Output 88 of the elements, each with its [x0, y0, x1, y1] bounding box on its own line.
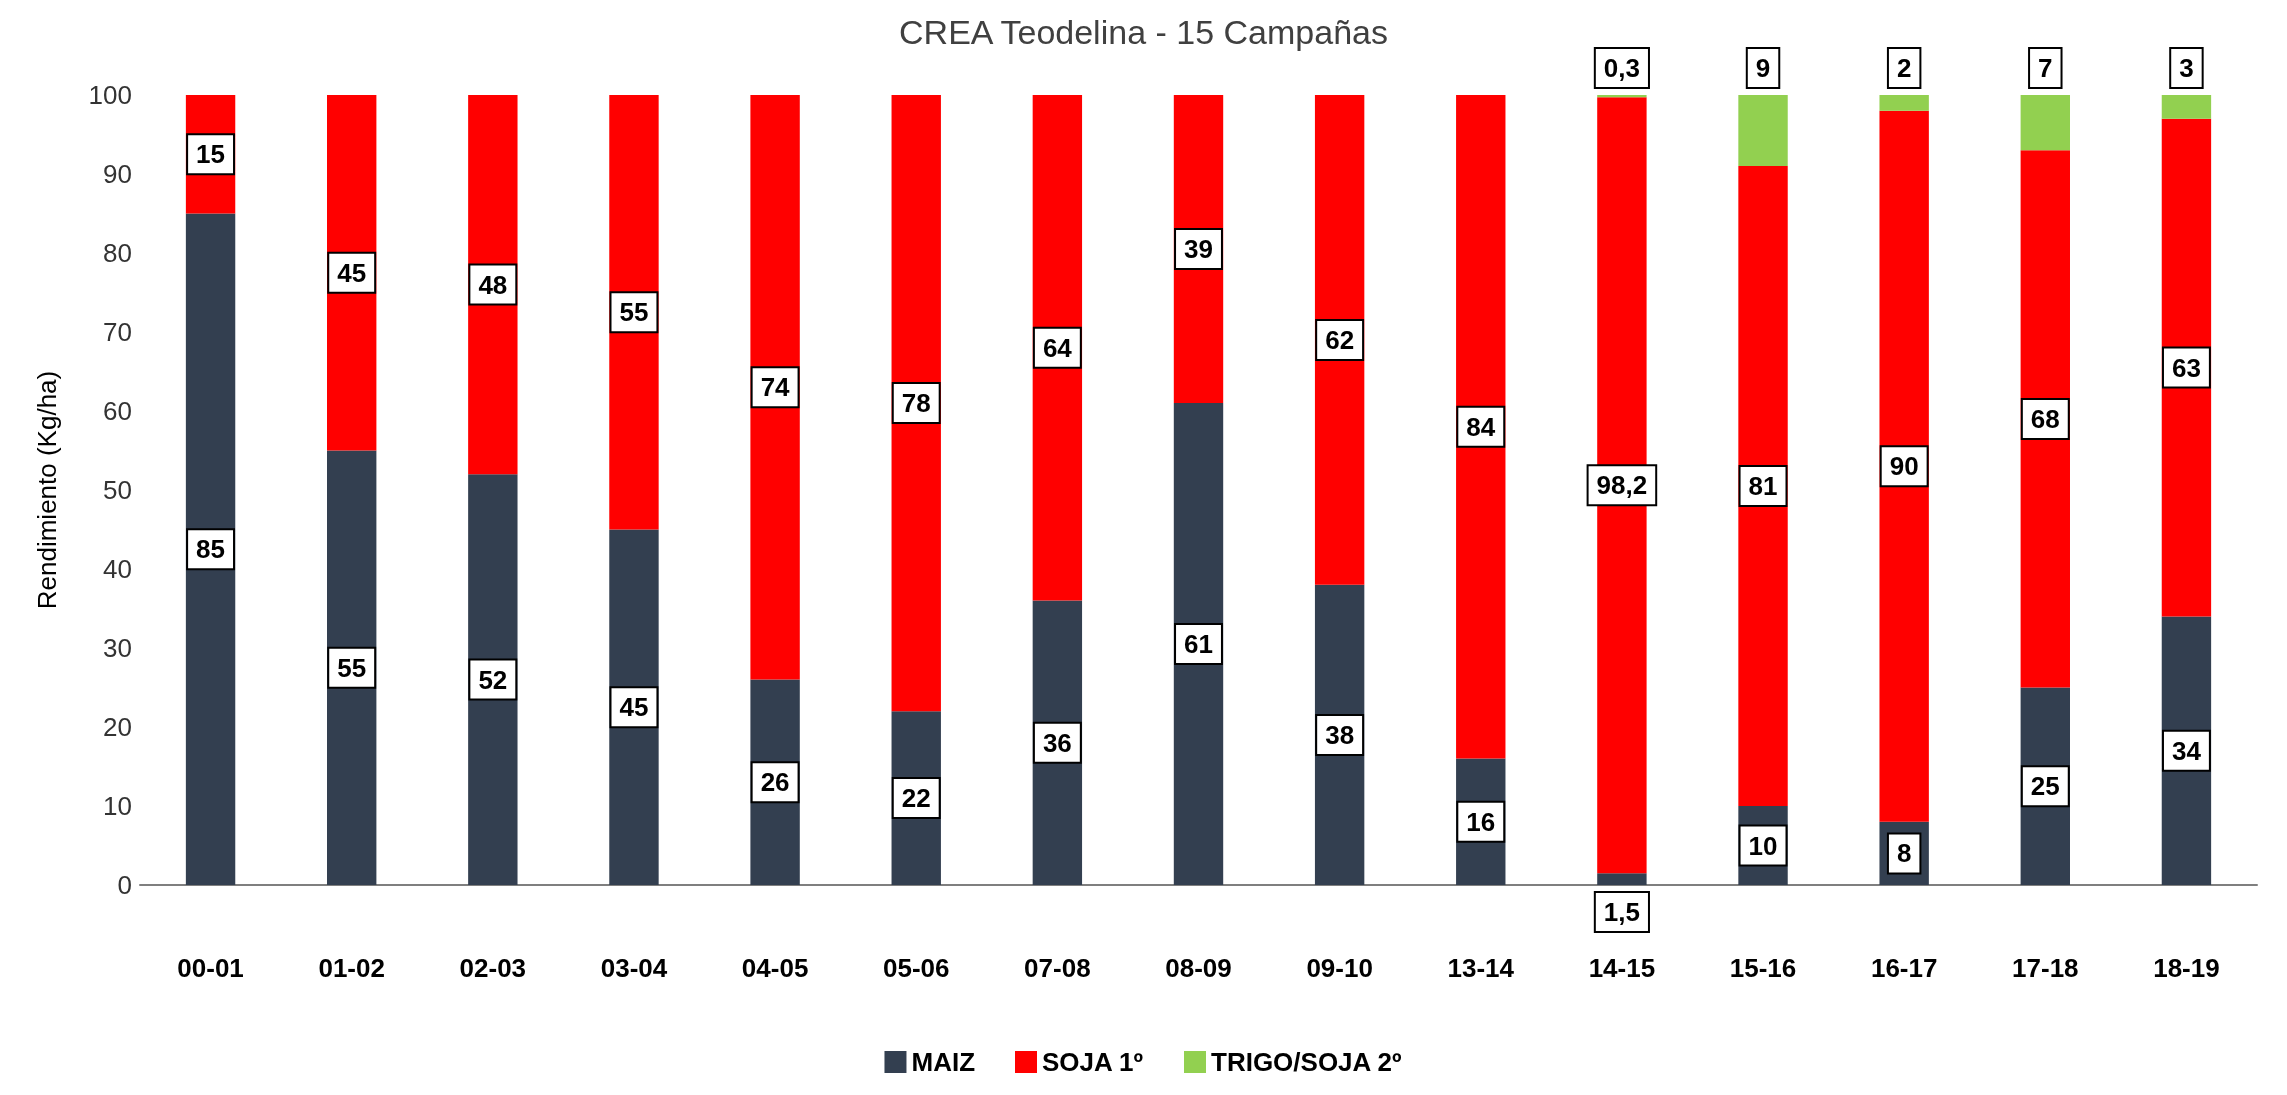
y-tick-label: 10 — [103, 791, 132, 821]
data-label: 16 — [1466, 806, 1496, 837]
data-label: 8 — [1896, 838, 1912, 869]
bar — [327, 95, 377, 451]
data-label: 61 — [1184, 629, 1213, 660]
x-tick-label: 01-02 — [318, 953, 385, 983]
bar — [2020, 150, 2070, 688]
x-tick-label: 17-18 — [2012, 953, 2079, 983]
bar — [2161, 118, 2212, 617]
x-tick-label: 02-03 — [459, 953, 527, 983]
data-label: 78 — [901, 388, 931, 419]
data-label: 81 — [1748, 471, 1778, 502]
data-label: 36 — [1042, 727, 1072, 758]
legend-label: MAIZ — [911, 1047, 976, 1077]
x-tick-label: 14-15 — [1588, 953, 1656, 983]
data-label: 9 — [1755, 53, 1771, 83]
data-label: 68 — [2030, 403, 2060, 434]
data-label: 0,3 — [1603, 53, 1640, 83]
x-tick-label: 15-16 — [1729, 953, 1797, 983]
data-label: 3 — [2179, 53, 2194, 83]
bar — [609, 529, 659, 885]
data-label: 90 — [1889, 451, 1919, 482]
data-label: 22 — [901, 783, 931, 814]
x-tick-label: 04-05 — [741, 953, 809, 983]
data-label: 39 — [1184, 234, 1213, 265]
x-tick-label: 03-04 — [600, 953, 668, 983]
bar — [750, 95, 800, 680]
bar — [1879, 110, 1929, 822]
data-label: 85 — [196, 534, 226, 565]
y-tick-label: 70 — [103, 317, 132, 347]
y-tick-label: 40 — [103, 554, 132, 584]
bar — [468, 95, 518, 475]
data-label: 52 — [478, 664, 508, 695]
data-label: 2 — [1896, 53, 1912, 83]
y-tick-label: 60 — [103, 396, 132, 426]
data-label: 45 — [619, 692, 649, 723]
bar — [2161, 95, 2212, 119]
data-label: 62 — [1325, 324, 1355, 355]
bar — [327, 450, 377, 885]
bar — [1738, 95, 1788, 167]
y-tick-label: 20 — [103, 712, 132, 742]
bar — [1032, 95, 1083, 601]
bar — [1173, 403, 1224, 885]
legend-label: SOJA 1º — [1042, 1047, 1144, 1077]
data-label: 98,2 — [1596, 470, 1648, 501]
bar — [185, 213, 236, 885]
y-axis-title: Rendimiento (Kg/ha) — [32, 370, 62, 610]
data-label: 15 — [196, 139, 226, 170]
x-tick-label: 16-17 — [1870, 953, 1938, 983]
data-label: 74 — [760, 372, 791, 403]
bar — [468, 474, 518, 885]
data-label: 34 — [2171, 735, 2202, 766]
data-label: 64 — [1042, 332, 1073, 363]
data-label: 38 — [1325, 719, 1355, 750]
data-label: 26 — [760, 767, 790, 798]
bar — [609, 95, 659, 530]
data-label: 84 — [1466, 411, 1496, 442]
x-tick-label: 18-19 — [2153, 953, 2220, 983]
y-tick-label: 0 — [117, 870, 132, 900]
data-label: 7 — [2038, 53, 2053, 83]
data-label: 10 — [1748, 830, 1778, 861]
bar — [1314, 95, 1365, 585]
bar — [891, 95, 941, 712]
x-tick-label: 08-09 — [1165, 953, 1232, 983]
data-label: 63 — [2171, 352, 2201, 383]
data-label: 1,5 — [1603, 897, 1640, 927]
legend-label: TRIGO/SOJA 2º — [1210, 1047, 1403, 1077]
data-label: 55 — [619, 297, 649, 328]
y-tick-label: 50 — [103, 475, 132, 505]
data-label: 25 — [2030, 771, 2060, 802]
x-tick-label: 07-08 — [1024, 953, 1091, 983]
y-tick-label: 80 — [103, 238, 132, 268]
x-tick-label: 13-14 — [1447, 953, 1515, 983]
bar — [1879, 95, 1929, 111]
bar — [2020, 95, 2070, 151]
x-tick-label: 09-10 — [1306, 953, 1373, 983]
data-label: 55 — [337, 652, 367, 683]
bar — [1597, 873, 1647, 885]
data-label: 45 — [337, 257, 367, 288]
chart-title: CREA Teodelina - 15 Campañas — [899, 13, 1388, 51]
x-tick-label: 00-01 — [177, 953, 244, 983]
data-label: 48 — [478, 269, 508, 300]
y-tick-label: 90 — [103, 159, 132, 189]
y-tick-label: 100 — [88, 80, 132, 110]
x-tick-label: 05-06 — [882, 953, 950, 983]
bar — [1738, 166, 1788, 806]
bar — [1456, 95, 1506, 759]
y-tick-label: 30 — [103, 633, 132, 663]
